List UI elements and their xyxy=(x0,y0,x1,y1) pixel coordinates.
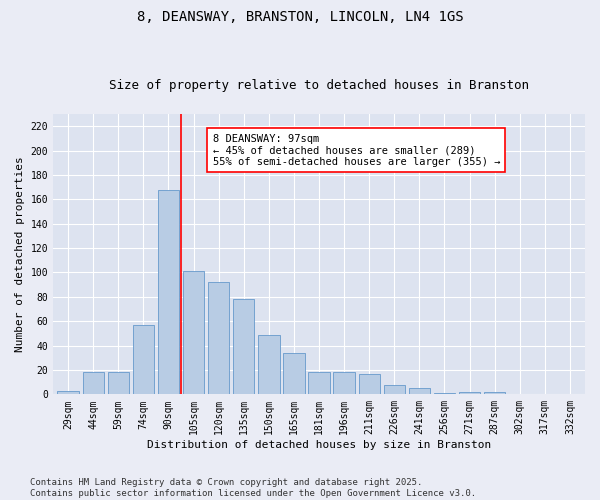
Bar xyxy=(158,190,179,394)
Bar xyxy=(359,374,380,394)
Bar xyxy=(459,392,480,394)
Bar xyxy=(434,393,455,394)
Bar xyxy=(484,392,505,394)
Text: Contains HM Land Registry data © Crown copyright and database right 2025.
Contai: Contains HM Land Registry data © Crown c… xyxy=(30,478,476,498)
Bar xyxy=(58,390,79,394)
Bar xyxy=(383,384,405,394)
Bar xyxy=(183,271,204,394)
Text: 8, DEANSWAY, BRANSTON, LINCOLN, LN4 1GS: 8, DEANSWAY, BRANSTON, LINCOLN, LN4 1GS xyxy=(137,10,463,24)
Bar xyxy=(258,334,280,394)
Bar xyxy=(133,325,154,394)
Text: 8 DEANSWAY: 97sqm
← 45% of detached houses are smaller (289)
55% of semi-detache: 8 DEANSWAY: 97sqm ← 45% of detached hous… xyxy=(212,134,500,167)
Bar xyxy=(233,300,254,394)
Y-axis label: Number of detached properties: Number of detached properties xyxy=(15,156,25,352)
Bar xyxy=(283,353,305,395)
Bar xyxy=(409,388,430,394)
Bar xyxy=(83,372,104,394)
Bar xyxy=(334,372,355,394)
Bar xyxy=(107,372,129,394)
X-axis label: Distribution of detached houses by size in Branston: Distribution of detached houses by size … xyxy=(147,440,491,450)
Title: Size of property relative to detached houses in Branston: Size of property relative to detached ho… xyxy=(109,79,529,92)
Bar xyxy=(308,372,329,394)
Bar xyxy=(208,282,229,395)
